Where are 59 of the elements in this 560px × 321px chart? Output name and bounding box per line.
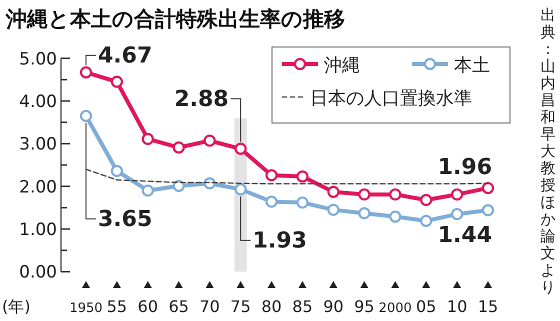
point <box>358 188 370 201</box>
point <box>450 188 464 201</box>
point <box>110 76 124 88</box>
data-label: 1.44 <box>438 223 492 248</box>
y-tick-label: 2.00 <box>19 177 57 198</box>
point <box>265 169 278 182</box>
point <box>265 196 278 208</box>
point <box>234 183 247 196</box>
x-tick-label: 70 <box>200 297 220 316</box>
point <box>450 208 464 220</box>
data-label: 3.65 <box>98 206 152 232</box>
point <box>420 214 432 228</box>
x-tick-label: 10 <box>446 297 468 316</box>
point <box>204 134 216 147</box>
legend-label: 本土 <box>454 55 490 76</box>
x-tick-label: 15 <box>478 297 498 316</box>
chart-title: 沖縄と本土の合計特殊出生率の推移 <box>5 7 345 31</box>
y-tick-label: 3.00 <box>19 134 57 155</box>
point <box>234 142 247 155</box>
point <box>172 141 185 154</box>
data-label: 2.88 <box>174 86 229 112</box>
x-axis-title: (年) <box>2 297 30 316</box>
point <box>296 170 309 183</box>
point <box>142 184 154 197</box>
x-tick-label: 60 <box>138 297 158 316</box>
point <box>420 194 432 206</box>
point <box>358 207 370 220</box>
point <box>327 204 340 216</box>
data-label: 4.67 <box>98 43 152 68</box>
x-tick-label: 55 <box>106 297 128 316</box>
x-tick-label: 65 <box>168 297 189 316</box>
point <box>482 182 494 194</box>
point <box>389 188 402 201</box>
point <box>110 164 124 178</box>
y-tick-label: 4.00 <box>19 92 57 112</box>
data-label: 1.96 <box>438 155 492 180</box>
point <box>482 204 494 216</box>
x-tick-label: 05 <box>416 297 436 316</box>
point <box>389 210 402 223</box>
x-tick-label: 1950 <box>69 301 103 316</box>
point <box>172 180 185 192</box>
point <box>142 132 154 146</box>
y-tick-label: 5.00 <box>19 49 57 70</box>
legend-label: 沖縄 <box>324 55 360 76</box>
x-tick-label: 80 <box>261 297 282 316</box>
x-tick-label: 95 <box>354 297 374 316</box>
x-tick-label: 75 <box>230 297 251 316</box>
x-tick-label: 2000 <box>378 301 412 316</box>
x-tick-label: 85 <box>292 297 313 316</box>
point <box>80 110 92 122</box>
x-tick-label: 90 <box>323 297 344 316</box>
y-tick-label: 1.00 <box>19 220 57 240</box>
legend-label: 日本の人口置換水準 <box>310 88 472 109</box>
source-note: 出典：山内昌和早大教授ほか論文より <box>540 6 556 296</box>
y-tick-label: 0.00 <box>19 262 57 283</box>
data-label: 1.93 <box>252 228 307 254</box>
point <box>327 186 340 198</box>
point <box>296 196 309 209</box>
point <box>80 66 92 78</box>
